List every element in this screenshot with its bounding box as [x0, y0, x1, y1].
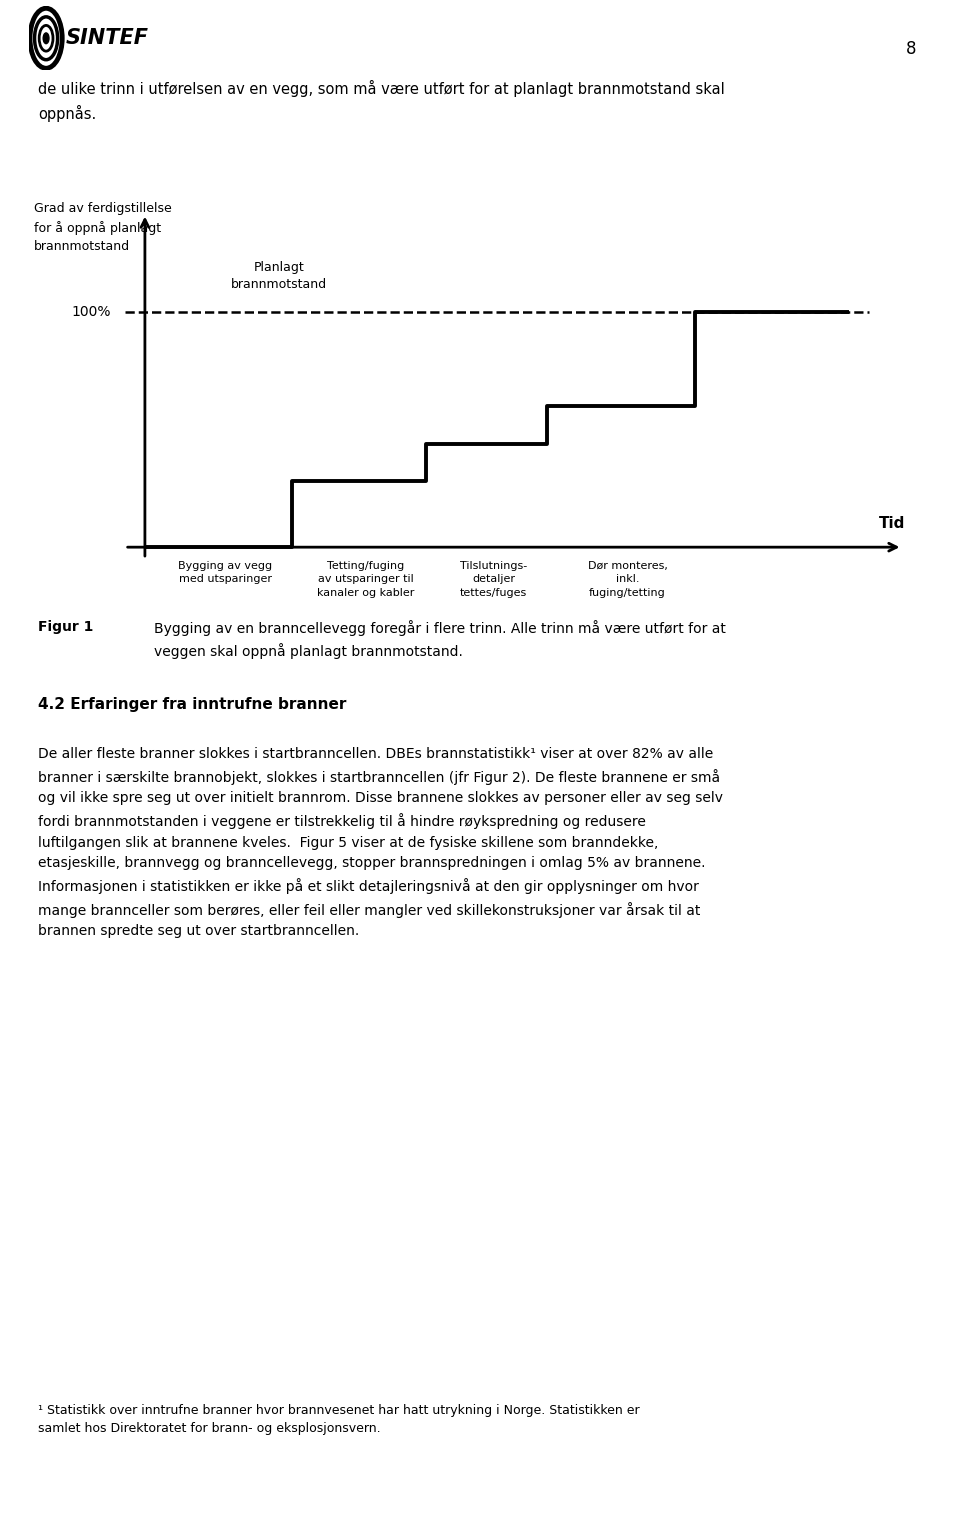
Text: Tid: Tid [879, 516, 905, 531]
Text: Tetting/fuging
av utsparinger til
kanaler og kabler: Tetting/fuging av utsparinger til kanale… [318, 562, 415, 597]
Text: SINTEF: SINTEF [65, 28, 149, 49]
Text: 8: 8 [906, 40, 917, 58]
Text: De aller fleste branner slokkes i startbranncellen. DBEs brannstatistikk¹ viser : De aller fleste branner slokkes i startb… [38, 747, 724, 939]
Text: 100%: 100% [72, 305, 111, 320]
Text: de ulike trinn i utførelsen av en vegg, som må være utført for at planlagt brann: de ulike trinn i utførelsen av en vegg, … [38, 80, 725, 122]
Text: Dør monteres,
inkl.
fuging/tetting: Dør monteres, inkl. fuging/tetting [588, 562, 667, 597]
Text: Figur 1: Figur 1 [38, 620, 94, 634]
Text: ¹ Statistikk over inntrufne branner hvor brannvesenet har hatt utrykning i Norge: ¹ Statistikk over inntrufne branner hvor… [38, 1404, 640, 1435]
Text: 4.2 Erfaringer fra inntrufne branner: 4.2 Erfaringer fra inntrufne branner [38, 697, 347, 712]
Text: Bygging av vegg
med utsparinger: Bygging av vegg med utsparinger [179, 562, 273, 585]
Text: Planlagt
brannmotstand: Planlagt brannmotstand [231, 260, 327, 291]
Circle shape [43, 32, 49, 44]
Text: Bygging av en branncellevegg foregår i flere trinn. Alle trinn må være utført fo: Bygging av en branncellevegg foregår i f… [154, 620, 726, 658]
Text: Grad av ferdigstillelse
for å oppnå planlagt
brannmotstand: Grad av ferdigstillelse for å oppnå plan… [34, 202, 171, 253]
Text: Tilslutnings-
detaljer
tettes/fuges: Tilslutnings- detaljer tettes/fuges [460, 562, 527, 597]
